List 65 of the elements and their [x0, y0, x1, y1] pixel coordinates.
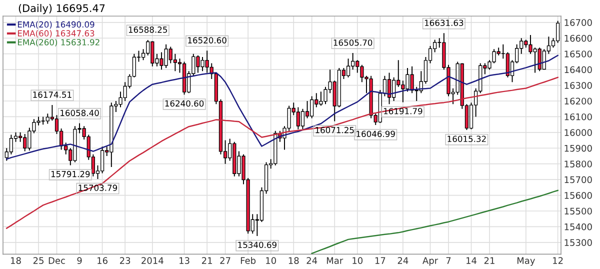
- candlestick: [346, 58, 350, 78]
- x-tick-label: 14: [466, 257, 476, 264]
- x-tick-label: 2014: [142, 257, 164, 264]
- x-tick-label: 18: [288, 257, 299, 264]
- y-tick-label: 16000: [564, 129, 592, 136]
- y-tick-label: 15400: [564, 223, 592, 230]
- x-tick-label: 7: [446, 257, 451, 264]
- y-tick-label: 15900: [564, 144, 592, 152]
- x-tick-label: 24: [306, 257, 318, 264]
- annotation: 16520.60: [188, 37, 226, 44]
- y-tick-label: 16400: [564, 66, 592, 74]
- annotation: 16240.60: [165, 100, 204, 107]
- line-series: [311, 190, 558, 254]
- x-tick-label: 18: [11, 257, 21, 264]
- chart-title: (Daily) 16695.47: [18, 4, 105, 14]
- candlestick: [300, 108, 305, 130]
- annotation: 16631.63: [424, 20, 464, 26]
- x-tick-label: 23: [120, 257, 130, 264]
- y-tick-label: 15800: [564, 160, 592, 168]
- annotation: 16191.79: [384, 108, 422, 114]
- line-series: [6, 76, 558, 229]
- x-tick-label: 10: [266, 257, 276, 264]
- y-tick-label: 15600: [564, 192, 592, 199]
- candlestick: [387, 72, 392, 105]
- x-tick-label: Feb: [240, 256, 256, 264]
- x-tick-label: 16: [98, 257, 108, 264]
- legend-label: EMA(20) 16490.09: [18, 21, 94, 29]
- annotation: 15340.69: [238, 242, 276, 248]
- y-tick-label: 15700: [564, 176, 592, 184]
- x-tick-label: 25: [33, 257, 44, 264]
- x-tick-label: 21: [484, 257, 494, 264]
- x-tick-label: Dec: [48, 257, 65, 264]
- y-tick-label: 16500: [564, 50, 592, 58]
- candlestick: [100, 146, 104, 174]
- annotation: 16505.70: [334, 39, 372, 46]
- x-tick-label: 24: [398, 257, 408, 264]
- y-tick-label: 16100: [564, 113, 592, 120]
- candlestick: [506, 52, 510, 78]
- y-tick-label: 16600: [564, 34, 592, 42]
- candlestick: [9, 134, 14, 155]
- legend-label: EMA(260) 15631.92: [18, 38, 100, 46]
- annotation: 16071.25: [316, 126, 354, 134]
- x-tick-label: May: [517, 257, 535, 266]
- y-tick-label: 16200: [564, 98, 592, 105]
- x-tick-label: 17: [375, 257, 386, 264]
- x-tick-label: 10: [352, 257, 363, 264]
- legend-label: EMA(60) 16347.63: [18, 30, 94, 38]
- annotation: 16174.51: [33, 92, 72, 98]
- x-tick-label: Apr: [422, 257, 438, 266]
- x-tick-label: 27: [220, 257, 230, 264]
- x-tick-label: 12: [553, 257, 563, 264]
- annotation: 16058.40: [60, 110, 99, 116]
- y-tick-label: 15300: [564, 239, 592, 246]
- y-tick-label: 16700: [564, 19, 592, 26]
- y-tick-label: 15500: [564, 208, 592, 215]
- annotation: 16015.32: [448, 136, 486, 142]
- y-tick-label: 16300: [564, 82, 592, 89]
- annotation: 15791.29: [51, 170, 90, 178]
- x-tick-label: 9: [77, 257, 82, 264]
- x-tick-label: Mar: [326, 257, 344, 264]
- x-tick-label: 13: [180, 257, 190, 264]
- annotation: 16588.25: [128, 26, 168, 33]
- line-series: [6, 54, 558, 160]
- annotation: 16046.99: [356, 130, 395, 138]
- x-tick-label: 21: [202, 257, 212, 264]
